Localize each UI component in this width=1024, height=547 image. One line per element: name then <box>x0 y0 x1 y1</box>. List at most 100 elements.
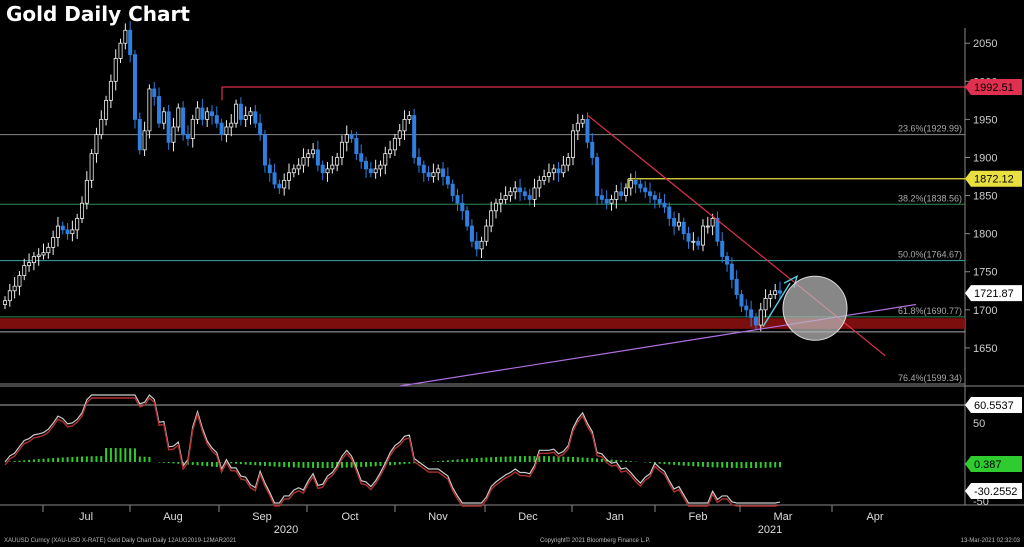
candle-body <box>166 111 171 143</box>
candle-body <box>527 195 532 200</box>
candle-body <box>99 119 104 136</box>
candle-body <box>445 176 450 185</box>
candle-body <box>378 164 383 170</box>
candle-body <box>354 138 359 155</box>
macd-histogram-bar <box>268 462 271 467</box>
macd-histogram-bar <box>711 462 714 468</box>
candle-body <box>132 54 137 120</box>
macd-histogram-bar <box>437 461 440 462</box>
year-label: 2021 <box>758 524 782 536</box>
candle-body <box>681 221 686 235</box>
candle-body <box>518 187 523 193</box>
macd-histogram-bar <box>360 462 363 468</box>
macd-histogram-bar <box>413 462 416 464</box>
price-axis: 165017001750180018501900195020002050 <box>0 28 1024 506</box>
macd-histogram-bar <box>129 448 132 462</box>
candle-body <box>700 225 705 246</box>
macd-histogram-bar <box>28 459 31 462</box>
candle-body <box>623 187 628 196</box>
macd-histogram-bar <box>61 457 64 462</box>
candle-body <box>633 179 638 185</box>
candle-body <box>416 157 421 166</box>
macd-histogram-bar <box>389 462 392 466</box>
candle-body <box>513 187 518 193</box>
candle-body <box>710 218 715 227</box>
candle-body <box>503 195 508 200</box>
candle-body <box>27 262 32 267</box>
macd-histogram-bar <box>649 462 652 463</box>
macd-histogram-bar <box>230 462 233 464</box>
macd-histogram-bar <box>340 462 343 468</box>
candle-body <box>229 122 234 128</box>
candle-body <box>262 134 267 166</box>
macd-histogram-bar <box>475 458 478 462</box>
price-tick-label: 1700 <box>973 305 997 317</box>
candle-body <box>546 172 551 177</box>
candle-body <box>484 225 489 242</box>
macd-histogram-bar <box>162 462 165 463</box>
candle-body <box>200 107 205 120</box>
candle-body <box>89 153 94 181</box>
macd-histogram-bar <box>668 462 671 465</box>
macd-histogram-bar <box>504 456 507 462</box>
macd-histogram-bar <box>379 462 382 466</box>
macd-histogram-bar <box>461 459 464 462</box>
candle-body <box>60 225 65 231</box>
macd-histogram-bar <box>85 456 88 462</box>
macd-histogram-bar <box>81 456 84 462</box>
fib-level-label: 76.4%(1599.34) <box>898 373 962 383</box>
candle-body <box>36 254 41 257</box>
price-tick-label: 1800 <box>973 229 997 241</box>
macd-histogram-bar <box>567 456 570 462</box>
candle-body <box>392 138 397 151</box>
candle-body <box>522 191 527 196</box>
macd-histogram-bar <box>769 462 772 468</box>
candle-body <box>551 168 556 174</box>
candle-body <box>412 115 417 158</box>
candle-body <box>768 294 773 299</box>
macd-histogram-bar <box>100 456 103 462</box>
candle-body <box>339 141 344 158</box>
macd-histogram-bar <box>235 462 238 464</box>
macd-histogram-bar <box>302 462 305 468</box>
macd-histogram-bar <box>90 456 93 462</box>
price-tick-label: 1900 <box>973 152 997 164</box>
candle-body <box>725 256 730 265</box>
macd-value-tag <box>965 397 1022 413</box>
macd-histogram-bar <box>750 462 753 468</box>
macd-histogram-bar <box>562 456 565 462</box>
candle-body <box>31 256 36 264</box>
candle-body <box>686 233 691 242</box>
time-axis: Jul Aug Sep Oct Nov Dec Jan Feb Mar Apr 2020 2021 <box>42 505 884 536</box>
candle-body <box>556 168 561 174</box>
macd-histogram-bar <box>148 456 151 462</box>
candle-body <box>508 191 513 196</box>
macd-histogram-bar <box>47 458 50 462</box>
macd-histogram-bar <box>398 462 401 465</box>
candle-body <box>253 111 258 124</box>
macd-histogram-bar <box>615 459 618 462</box>
candle-body <box>773 290 778 295</box>
macd-histogram-bar <box>470 458 473 462</box>
macd-histogram-bar <box>774 462 777 468</box>
macd-histogram-bar <box>779 462 781 468</box>
candle-body <box>325 168 330 174</box>
macd-histogram-bar <box>345 462 348 468</box>
candle-body <box>705 225 710 228</box>
footer-timestamp: 13-Mar-2021 02:32:03 <box>960 538 1020 544</box>
macd-histogram-bar <box>52 458 55 462</box>
macd-histogram-bar <box>13 461 16 462</box>
macd-histogram-bar <box>292 462 295 468</box>
macd-histogram-bar <box>206 462 209 467</box>
candle-body <box>3 300 8 305</box>
macd-histogram-bar <box>244 462 247 465</box>
candle-body <box>306 153 311 158</box>
candle-body <box>561 164 566 174</box>
footer-security: XAUUSD Curncy (XAU-USD X-RATE) Gold Dail… <box>4 538 237 544</box>
candle-body <box>469 225 474 242</box>
macd-histogram-bar <box>730 462 733 468</box>
candle-body <box>171 126 176 143</box>
macd-histogram-bar <box>249 462 252 465</box>
candle-body <box>753 317 758 326</box>
candle-body <box>311 149 316 155</box>
